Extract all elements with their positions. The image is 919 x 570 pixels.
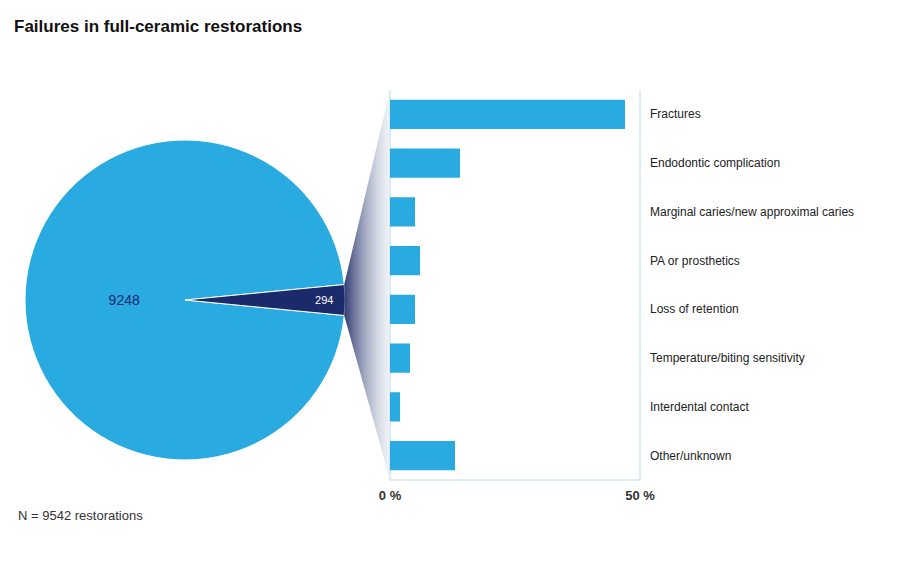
x-tick-label: 0 % [379, 488, 402, 503]
bar [390, 246, 420, 275]
pie-data-label: 294 [315, 294, 333, 306]
category-label: Other/unknown [650, 449, 731, 463]
category-label: Interdental contact [650, 400, 749, 414]
x-tick-label: 50 % [625, 488, 655, 503]
title: Failures in full-ceramic restorations [14, 17, 302, 36]
bar [390, 344, 410, 373]
bar [390, 197, 415, 226]
chart-svg: Failures in full-ceramic restorations 924… [0, 0, 919, 570]
category-label: Endodontic complication [650, 156, 780, 170]
background [0, 0, 919, 570]
bar [390, 295, 415, 324]
bar [390, 149, 460, 178]
connector [344, 90, 390, 480]
x-axis-line [390, 480, 640, 481]
bar [390, 100, 625, 129]
category-label: PA or prosthetics [650, 254, 740, 268]
category-label: Loss of retention [650, 302, 739, 316]
bars [390, 100, 625, 471]
grid-line [640, 90, 641, 480]
bar [390, 392, 400, 421]
category-label: Marginal caries/new approximal caries [650, 205, 854, 219]
pie-slice [25, 140, 344, 460]
pie-slice [185, 285, 345, 316]
plot-area [390, 90, 640, 480]
chart-root: Failures in full-ceramic restorations 924… [0, 0, 919, 570]
bar [390, 441, 455, 470]
pie-data-label: 9248 [109, 292, 140, 308]
category-label: Temperature/biting sensitivity [650, 351, 805, 365]
note: N = 9542 restorations [18, 508, 143, 523]
pie [25, 140, 345, 460]
category-label: Fractures [650, 107, 701, 121]
